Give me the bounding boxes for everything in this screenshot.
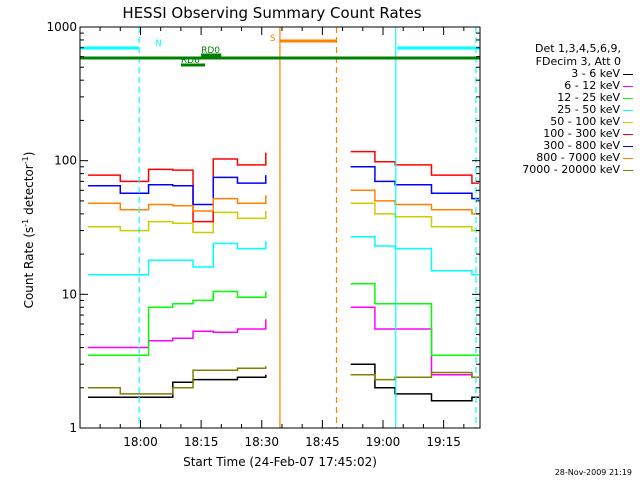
chart-title: HESSI Observing Summary Count Rates <box>122 4 421 22</box>
legend-header-line-2: FDecim 3, Att 0 <box>535 55 621 68</box>
legend-swatch <box>623 109 633 111</box>
legend-entry-label: 12 - 25 keV <box>557 91 620 104</box>
plot-frame <box>79 26 481 429</box>
legend-entry: 6 - 12 keV <box>493 80 633 92</box>
x-tick-label-1: 18:15 <box>184 435 219 449</box>
legend-swatch <box>623 121 633 123</box>
y-tick-label-3: 1000 <box>46 20 77 34</box>
series-4-line-1 <box>350 202 479 232</box>
legend-entry: 800 - 7000 keV <box>493 152 633 164</box>
series-6-line-0 <box>87 175 267 206</box>
series-7-line-0 <box>87 195 267 212</box>
series-8-line-0 <box>87 366 267 395</box>
legend-swatch <box>623 133 633 135</box>
flag-1-label: RD6 <box>181 56 200 66</box>
legend-entry: 12 - 25 keV <box>493 92 633 104</box>
y-tick-label-2: 100 <box>54 154 77 168</box>
legend-swatch <box>623 157 633 159</box>
legend: Det 1,3,4,5,6,9, FDecim 3, Att 0 3 - 6 k… <box>493 42 633 176</box>
legend-entry: 7000 - 20000 keV <box>493 164 633 176</box>
legend-entry-label: 300 - 800 keV <box>543 139 620 152</box>
legend-swatch <box>623 73 633 75</box>
series-8-line-1 <box>350 371 479 381</box>
x-tick-label-5: 19:15 <box>426 435 461 449</box>
series-1-line-1 <box>350 306 479 378</box>
legend-entry-label: 6 - 12 keV <box>564 79 620 92</box>
series-7-line-1 <box>350 189 479 215</box>
series-5-line-0 <box>87 152 267 223</box>
y-axis-label: Count Rate (s-1 detector-1) <box>21 152 36 309</box>
legend-entry-label: 800 - 7000 keV <box>536 151 620 164</box>
legend-swatch <box>623 169 633 171</box>
series-2-line-1 <box>350 282 479 357</box>
legend-entry-label: 25 - 50 keV <box>557 103 620 116</box>
x-tick-label-4: 19:00 <box>366 435 401 449</box>
legend-swatch <box>623 97 633 99</box>
flag-3-label: S <box>270 34 276 44</box>
legend-entry: 25 - 50 keV <box>493 104 633 116</box>
series-3-line-1 <box>350 235 479 276</box>
legend-entry: 3 - 6 keV <box>493 68 633 80</box>
series-2-line-0 <box>87 290 267 357</box>
series-5-line-1 <box>350 150 479 184</box>
x-tick-label-3: 18:45 <box>305 435 340 449</box>
legend-entry: 50 - 100 keV <box>493 116 633 128</box>
legend-entry-label: 50 - 100 keV <box>550 115 620 128</box>
series-4-line-0 <box>87 211 267 234</box>
axes: 1 10 100 1000 18:00 18:15 18:30 18:45 19:00 19:15 <box>46 20 481 449</box>
x-tick-label-2: 18:30 <box>244 435 279 449</box>
y-tick-label-1: 10 <box>62 287 77 301</box>
x-axis-label: Start Time (24-Feb-07 17:45:02) <box>183 455 377 469</box>
legend-entry-label: 100 - 300 keV <box>543 127 620 140</box>
series-6-line-1 <box>350 166 479 200</box>
legend-entry-label: 7000 - 20000 keV <box>522 163 620 176</box>
legend-header-line-1: Det 1,3,4,5,6,9, <box>534 42 621 55</box>
series-0-line-0 <box>87 374 267 398</box>
legend-entry-label: 3 - 6 keV <box>571 67 620 80</box>
series-3-line-0 <box>87 241 267 276</box>
legend-swatch <box>623 85 633 87</box>
flag-2-label: RD0 <box>201 46 220 56</box>
legend-entry: 100 - 300 keV <box>493 128 633 140</box>
y-tick-label-0: 1 <box>69 421 77 435</box>
generation-date: 28-Nov-2009 21:19 <box>554 468 632 477</box>
legend-entries: 3 - 6 keV 6 - 12 keV 12 - 25 keV 25 - 50 ke… <box>493 68 633 176</box>
x-tick-label-0: 18:00 <box>123 435 158 449</box>
legend-swatch <box>623 145 633 147</box>
legend-entry: 300 - 800 keV <box>493 140 633 152</box>
series-1-line-0 <box>87 319 267 349</box>
series-0-line-1 <box>350 363 479 402</box>
flag-0-label: N <box>155 39 162 49</box>
